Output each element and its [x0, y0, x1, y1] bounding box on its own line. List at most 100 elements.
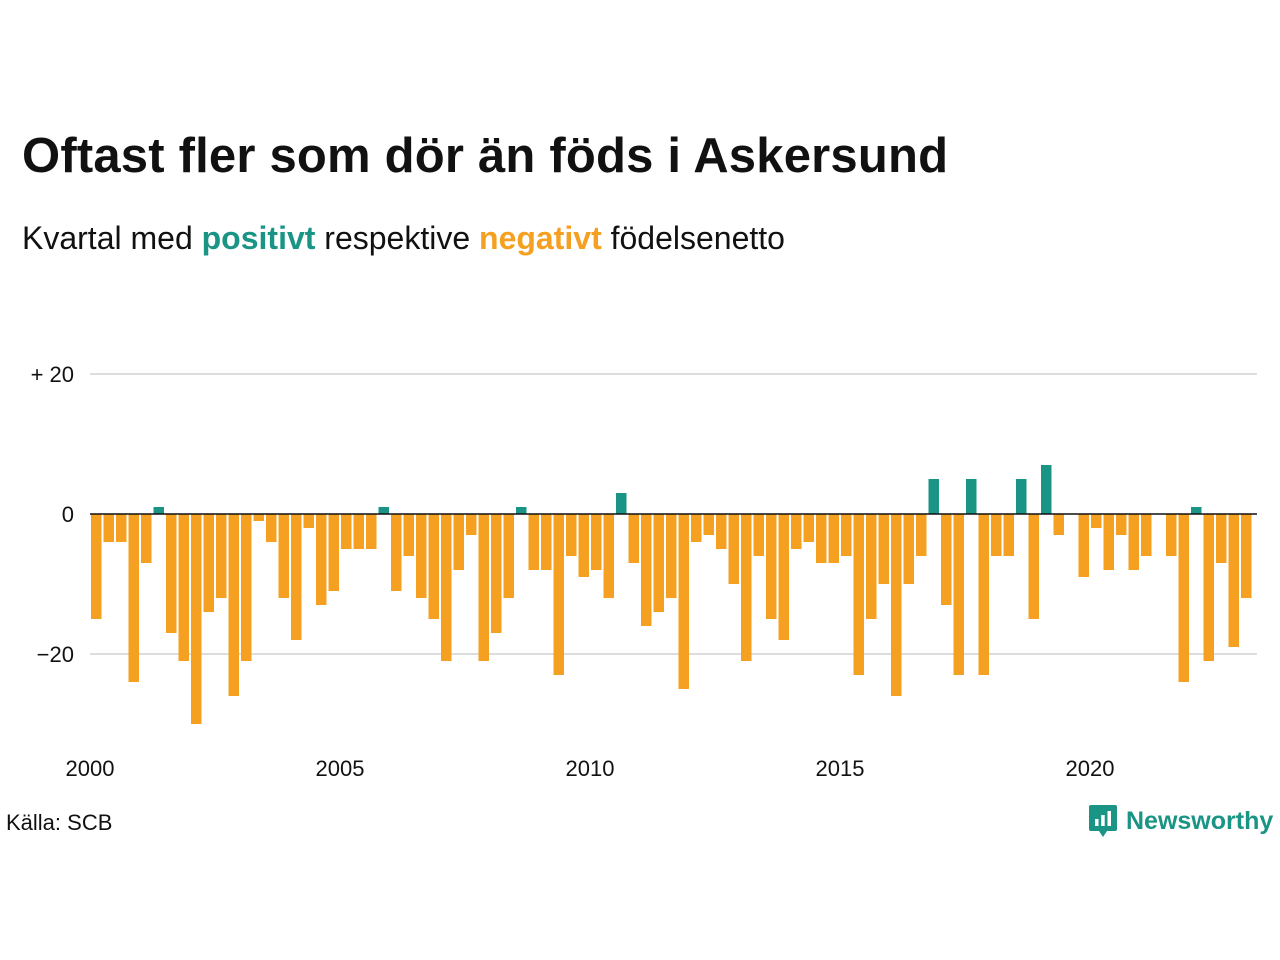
bar — [691, 514, 702, 542]
x-tick-label: 2005 — [316, 756, 365, 781]
bar — [1191, 507, 1202, 514]
bar — [528, 514, 539, 570]
bar — [966, 479, 977, 514]
bar — [1228, 514, 1239, 647]
bar — [541, 514, 552, 570]
bar — [553, 514, 564, 675]
bar — [953, 514, 964, 675]
bar — [328, 514, 339, 591]
bar — [741, 514, 752, 661]
bar — [1103, 514, 1114, 570]
bar — [266, 514, 277, 542]
bar — [441, 514, 452, 661]
bar — [1128, 514, 1139, 570]
bar — [591, 514, 602, 570]
bar — [978, 514, 989, 675]
grid-lines — [90, 373, 1257, 655]
newsworthy-logo-icon — [1089, 805, 1117, 837]
brand-name: Newsworthy — [1126, 806, 1274, 835]
bar — [391, 514, 402, 591]
bar — [241, 514, 252, 661]
bar — [203, 514, 214, 612]
bar — [1116, 514, 1127, 535]
chart-subtitle: Kvartal med positivt respektive negativt… — [22, 220, 785, 257]
subtitle-middle: respektive — [315, 220, 480, 256]
bar — [678, 514, 689, 689]
bar — [1041, 465, 1052, 514]
bar — [878, 514, 889, 584]
bar — [216, 514, 227, 598]
bar — [916, 514, 927, 556]
bar — [991, 514, 1002, 556]
bar — [1003, 514, 1014, 556]
y-tick-label: + 20 — [31, 362, 74, 387]
bar — [828, 514, 839, 563]
bar — [1053, 514, 1064, 535]
bar — [341, 514, 352, 549]
bar — [1203, 514, 1214, 661]
bar — [791, 514, 802, 549]
bar — [466, 514, 477, 535]
bar — [1216, 514, 1227, 563]
bar — [628, 514, 639, 563]
subtitle-positive: positivt — [201, 220, 316, 256]
bar — [516, 507, 527, 514]
axes: + 20 0 −20 2000 2005 2010 2015 2020 — [31, 362, 1257, 781]
bar — [416, 514, 427, 598]
bar — [566, 514, 577, 556]
bar — [378, 507, 389, 514]
bar — [278, 514, 289, 598]
bar — [778, 514, 789, 640]
bar — [1091, 514, 1102, 528]
bar — [166, 514, 177, 633]
bar — [753, 514, 764, 556]
bar — [903, 514, 914, 584]
bar — [941, 514, 952, 605]
bar — [503, 514, 514, 598]
x-tick-label: 2020 — [1066, 756, 1115, 781]
bar — [191, 514, 202, 724]
bar — [366, 514, 377, 549]
bar — [891, 514, 902, 696]
bar — [803, 514, 814, 542]
bar — [478, 514, 489, 661]
bar — [128, 514, 139, 682]
bar — [253, 514, 264, 521]
subtitle-prefix: Kvartal med — [22, 220, 202, 256]
bar — [141, 514, 152, 563]
x-tick-label: 2000 — [66, 756, 115, 781]
bar — [666, 514, 677, 598]
bar — [228, 514, 239, 696]
bar — [153, 507, 164, 514]
bar — [1141, 514, 1152, 556]
bar — [353, 514, 364, 549]
bar — [716, 514, 727, 549]
bar — [616, 493, 627, 514]
source-note: Källa: SCB — [6, 810, 113, 835]
y-tick-label: −20 — [37, 642, 74, 667]
bars — [91, 465, 1252, 724]
bar — [641, 514, 652, 626]
bar — [766, 514, 777, 619]
bar — [853, 514, 864, 675]
y-tick-label: 0 — [62, 502, 74, 527]
bar — [1241, 514, 1252, 598]
bar — [841, 514, 852, 556]
bar — [491, 514, 502, 633]
bar — [703, 514, 714, 535]
bar — [928, 479, 939, 514]
bar — [1166, 514, 1177, 556]
bar — [816, 514, 827, 563]
bar — [603, 514, 614, 598]
bar — [1078, 514, 1089, 577]
x-tick-label: 2015 — [816, 756, 865, 781]
bar — [291, 514, 302, 640]
x-tick-label: 2010 — [566, 756, 615, 781]
bar — [1016, 479, 1027, 514]
bar — [316, 514, 327, 605]
subtitle-suffix: födelsenetto — [601, 220, 785, 256]
bar — [728, 514, 739, 584]
bar — [866, 514, 877, 619]
bar — [653, 514, 664, 612]
bar — [103, 514, 114, 542]
